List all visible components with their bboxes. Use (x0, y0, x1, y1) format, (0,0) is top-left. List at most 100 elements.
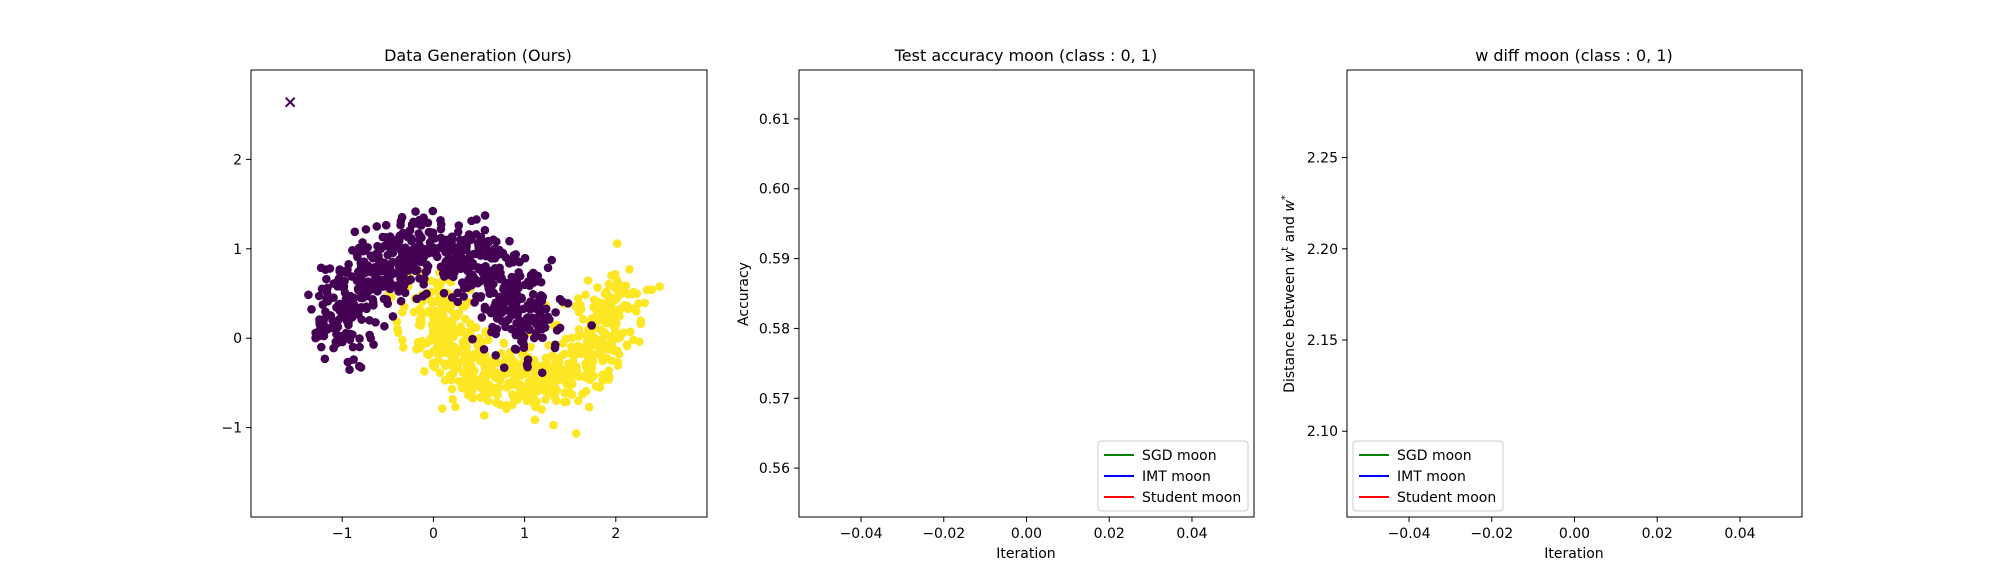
point-class-1 (526, 342, 535, 352)
point-class-1 (507, 400, 517, 410)
point-class-1 (611, 330, 620, 340)
point-class-1 (561, 334, 571, 344)
point-class-0 (514, 257, 524, 267)
point-class-0 (457, 262, 466, 272)
point-class-1 (440, 359, 449, 368)
x-ticks-1: −1 0 1 2 (332, 517, 620, 542)
point-class-1 (581, 359, 590, 368)
point-class-0 (508, 257, 518, 267)
y-axis-label-3: Distance between wt and w* (1280, 195, 1298, 393)
y-tick-label: 2 (233, 152, 242, 168)
point-class-0 (371, 272, 380, 282)
point-class-1 (600, 302, 610, 312)
point-class-1 (462, 379, 472, 389)
point-class-1 (492, 398, 502, 407)
point-class-1 (430, 360, 439, 370)
point-class-1 (423, 307, 433, 317)
y-tick-label: 1 (233, 242, 242, 258)
point-class-0 (407, 236, 416, 246)
point-class-0 (523, 355, 533, 364)
point-class-0 (386, 242, 396, 252)
point-class-0 (319, 331, 329, 341)
point-class-1 (448, 332, 458, 342)
point-class-1 (610, 270, 620, 279)
point-class-0 (537, 368, 547, 378)
point-class-0 (443, 243, 452, 253)
point-class-0 (476, 244, 486, 254)
point-class-0 (538, 317, 548, 326)
point-class-1 (560, 388, 570, 398)
point-class-0 (503, 315, 513, 324)
point-class-1 (529, 394, 538, 403)
point-class-0 (380, 321, 389, 331)
y-tick-label: 0 (233, 331, 242, 347)
point-class-1 (615, 305, 625, 315)
point-class-0 (517, 330, 526, 339)
point-class-1 (435, 368, 445, 378)
point-class-1 (625, 265, 634, 274)
point-class-1 (584, 402, 594, 412)
point-class-0 (376, 243, 386, 253)
point-class-0 (531, 319, 541, 328)
point-class-1 (566, 380, 576, 389)
point-class-0 (455, 235, 465, 245)
point-class-0 (466, 271, 475, 280)
point-class-1 (483, 396, 493, 406)
point-class-0 (322, 274, 331, 284)
point-class-0 (480, 225, 490, 235)
legend-label: Student moon (1397, 490, 1496, 506)
point-class-0 (398, 284, 407, 294)
point-class-0 (325, 311, 335, 320)
point-class-0 (436, 220, 446, 229)
point-class-0 (341, 328, 351, 338)
point-class-1 (593, 349, 602, 358)
y-axis-label-2: Accuracy (736, 262, 752, 326)
point-class-1 (603, 368, 613, 378)
point-class-0 (349, 293, 359, 303)
point-class-0 (428, 206, 438, 216)
point-class-1 (543, 374, 552, 383)
point-class-1 (464, 367, 474, 376)
point-class-1 (586, 348, 596, 358)
point-class-1 (537, 405, 546, 414)
point-class-0 (438, 269, 448, 278)
point-class-0 (355, 342, 364, 352)
x-tick-label: 2 (611, 526, 620, 542)
y-ticks-1: −1 0 1 2 (221, 152, 251, 437)
point-class-1 (416, 307, 425, 317)
point-class-1 (432, 342, 442, 351)
point-class-1 (483, 335, 493, 345)
point-class-0 (528, 289, 538, 299)
point-class-1 (655, 282, 664, 291)
point-class-0 (485, 289, 494, 299)
y-ticks-3: 2.10 2.15 2.20 2.25 (1307, 151, 1347, 440)
point-class-0 (380, 280, 390, 290)
point-class-0 (512, 296, 521, 305)
point-class-0 (358, 238, 367, 247)
point-class-0 (354, 310, 363, 319)
point-class-0 (492, 299, 502, 309)
point-class-0 (406, 275, 416, 284)
point-class-0 (445, 255, 455, 265)
point-class-0 (404, 248, 414, 258)
point-class-1 (575, 349, 585, 359)
point-class-0 (454, 221, 464, 230)
point-class-1 (601, 318, 611, 327)
point-class-1 (609, 346, 619, 356)
x-tick-label: 0 (429, 526, 438, 542)
point-class-1 (613, 358, 623, 367)
point-class-1 (612, 285, 622, 294)
point-class-1 (560, 376, 569, 386)
point-class-1 (619, 328, 628, 337)
point-class-1 (581, 290, 590, 300)
point-class-0 (316, 263, 326, 273)
point-class-0 (526, 271, 536, 280)
point-class-1 (451, 402, 460, 412)
point-class-0 (460, 242, 470, 252)
point-class-0 (535, 303, 544, 313)
point-class-0 (396, 296, 406, 306)
point-class-1 (464, 349, 473, 359)
point-class-0 (311, 328, 320, 338)
point-class-0 (422, 289, 431, 298)
point-class-1 (426, 295, 435, 305)
